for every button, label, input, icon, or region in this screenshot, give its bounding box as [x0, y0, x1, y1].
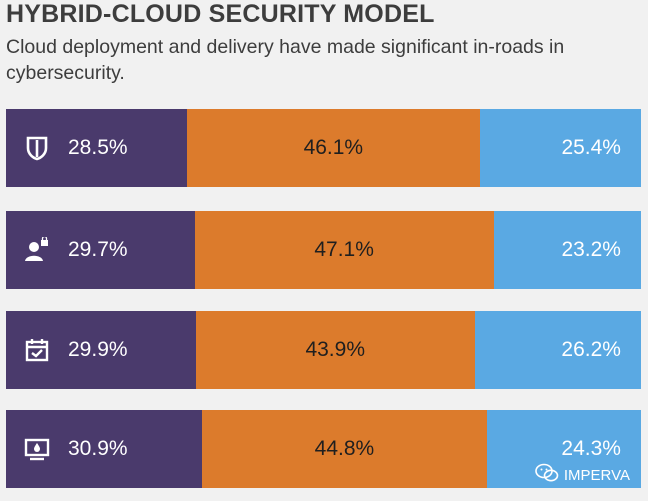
data-label: 30.9% [68, 437, 128, 460]
data-label: 24.3% [561, 437, 621, 460]
chart-subtitle: Cloud deployment and delivery have made … [6, 36, 565, 84]
watermark-text: IMPERVA [563, 466, 630, 484]
bar-segment-orange: 46.1% [186, 109, 480, 187]
bar-row: 29.7% 47.1% 23.2% [6, 211, 641, 289]
data-label: 28.5% [68, 136, 128, 159]
chart-title: HYBRID-CLOUD SECURITY MODEL [6, 0, 435, 28]
data-label: 43.9% [305, 338, 365, 361]
bar-segment-blue: 25.4% [479, 109, 641, 187]
data-label: 29.9% [68, 338, 128, 361]
calendar-check-icon [24, 337, 50, 363]
user-lock-icon [24, 237, 50, 263]
bar-row: 29.9% 43.9% 26.2% [6, 311, 641, 389]
bar-row: 28.5% 46.1% 25.4% [6, 109, 641, 187]
bar-segment-blue: 23.2% [493, 211, 641, 289]
wechat-icon [535, 463, 559, 487]
bar-row: 30.9% 44.8% 24.3% [6, 410, 641, 488]
bar-segment-blue: 24.3% [486, 410, 641, 488]
data-label: 44.8% [314, 437, 375, 460]
bar-segment-purple: 29.7% [6, 211, 195, 289]
bar-segment-purple: 30.9% [6, 410, 203, 488]
data-label: 26.2% [561, 338, 621, 361]
bar-segment-orange: 47.1% [194, 211, 494, 289]
bar-segment-orange: 43.9% [195, 311, 475, 389]
watermark: IMPERVA [535, 463, 630, 487]
data-label: 23.2% [561, 238, 621, 261]
data-label: 46.1% [303, 136, 364, 159]
bar-segment-purple: 28.5% [6, 109, 187, 187]
data-label: 47.1% [314, 238, 374, 261]
bar-segment-orange: 44.8% [202, 410, 487, 488]
monitor-drop-icon [24, 436, 50, 462]
shield-icon [24, 135, 50, 161]
data-label: 25.4% [561, 136, 621, 159]
bar-segment-purple: 29.9% [6, 311, 196, 389]
bar-segment-blue: 26.2% [474, 311, 641, 389]
data-label: 29.7% [68, 238, 128, 261]
